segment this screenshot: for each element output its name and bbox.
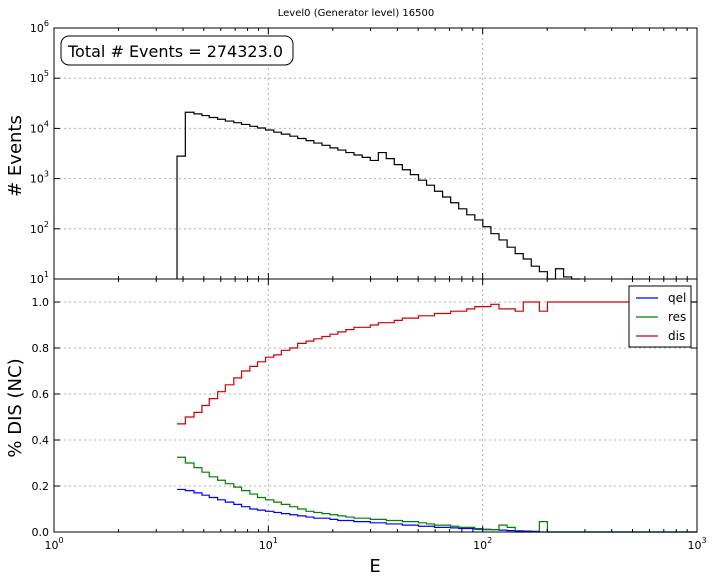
top-y-tick-label: 104: [30, 119, 49, 135]
x-axis-label: E: [369, 556, 380, 577]
top-panel: 101 102 103 104 105 106 Total # Events = 2743…: [5, 19, 698, 286]
top-y-tick-label: 105: [30, 69, 49, 85]
bottom-y-tick-label: 0.4: [32, 434, 50, 447]
x-tick-label: 101: [259, 536, 278, 552]
bottom-y-tick-label: 0.0: [32, 526, 50, 539]
legend-label-dis: dis: [668, 329, 685, 343]
x-tick-label: 102: [473, 536, 492, 552]
events-histogram-line: [176, 111, 580, 280]
x-tick-label: 100: [44, 536, 63, 552]
top-y-ticks: 101 102 103 104 105 106: [30, 19, 697, 286]
bottom-ticks: 0.0 0.2 0.4 0.6 0.8 1.0 100 101 102 103: [32, 279, 707, 552]
top-y-axis-label: # Events: [5, 115, 26, 197]
bottom-series: [177, 301, 697, 533]
total-events-annotation: Total # Events = 274323.0: [60, 35, 294, 66]
top-y-tick-label: 102: [30, 220, 49, 236]
bottom-y-tick-label: 0.6: [32, 388, 50, 401]
series-line-res: [177, 456, 697, 533]
series-line-dis: [177, 301, 697, 425]
legend-label-res: res: [668, 310, 686, 324]
bottom-frame: [53, 278, 698, 533]
top-y-tick-label: 103: [30, 170, 49, 186]
x-tick-label: 103: [687, 536, 706, 552]
legend: qel res dis: [628, 285, 692, 348]
bottom-y-tick-label: 0.2: [32, 480, 50, 493]
annotation-text: Total # Events = 274323.0: [67, 42, 283, 61]
bottom-y-axis-label: % DIS (NC): [5, 358, 26, 457]
annotation-box: [60, 35, 294, 66]
figure-title: Level0 (Generator level) 16500: [278, 8, 434, 19]
top-grid: [54, 27, 697, 280]
bottom-y-tick-label: 0.8: [32, 342, 50, 355]
legend-label-qel: qel: [668, 291, 686, 305]
top-frame: [53, 27, 698, 280]
bottom-y-tick-label: 1.0: [32, 296, 50, 309]
top-y-tick-label: 101: [30, 270, 49, 286]
bottom-grid: [54, 279, 697, 533]
top-y-tick-label: 106: [30, 19, 49, 35]
bottom-panel: 0.0 0.2 0.4 0.6 0.8 1.0 100 101 102 103 qel res dis…: [5, 278, 707, 577]
